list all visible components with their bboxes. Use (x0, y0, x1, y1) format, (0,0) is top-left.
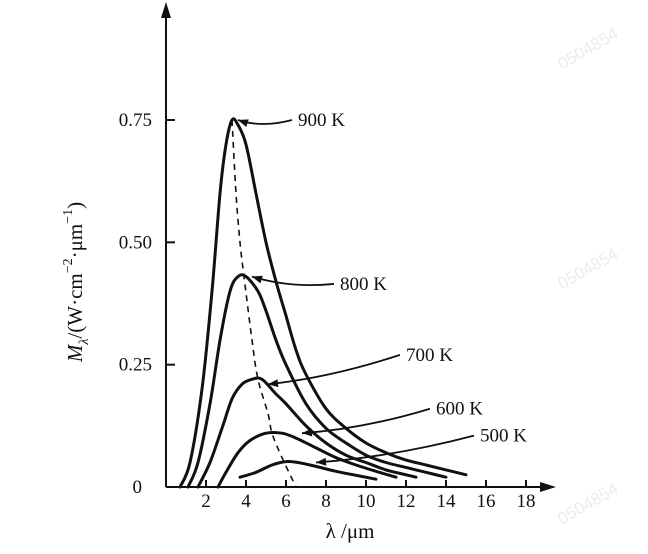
x-tick-label: 6 (281, 491, 291, 512)
y-axis-label-mid: ·μm (63, 224, 87, 259)
x-tick-label: 18 (517, 491, 536, 512)
y-ticks: 0.25 0.50 0.75 (119, 110, 175, 376)
x-tick-label: 10 (357, 491, 376, 512)
x-tick-label: 12 (397, 491, 416, 512)
y-tick-label: 0.50 (119, 232, 152, 253)
label-arrowhead-icon (252, 275, 263, 284)
y-tick-label: 0.75 (119, 110, 152, 131)
curve-500k (238, 459, 378, 481)
curve-700k (196, 376, 418, 489)
y-axis-arrow-icon (161, 2, 171, 18)
curve-label-800k: 800 K (340, 274, 387, 295)
label-arrow-line (315, 434, 475, 464)
y-axis-label-rest: /(W·cm (63, 273, 87, 338)
x-tick-label: 16 (477, 491, 496, 512)
label-arrowhead-icon (238, 119, 249, 127)
axes (161, 2, 556, 492)
x-axis-label-text: λ /μm (326, 519, 375, 543)
curve-label-500k: 500 K (480, 426, 527, 447)
svg-text:Mλ/(W·cm−2·μm−1): Mλ/(W·cm−2·μm−1) (61, 202, 92, 363)
curve-labels: 900 K 800 K 700 K 600 K 500 K (237, 110, 527, 466)
label-arrow-line (251, 275, 335, 286)
y-axis-label: Mλ/(W·cm−2·μm−1) (61, 202, 92, 363)
x-tick-label: 14 (437, 491, 457, 512)
x-tick-label: 4 (241, 491, 251, 512)
curve-600k (216, 430, 398, 489)
label-arrowhead-icon (302, 428, 313, 437)
watermark: 0504854 (555, 244, 622, 294)
label-arrowhead-icon (268, 379, 279, 388)
label-arrow-line (301, 407, 431, 435)
curve-label-700k: 700 K (406, 345, 453, 366)
curve-800k (186, 273, 448, 489)
x-axis-label: λ /μm (326, 519, 375, 543)
y-axis-label-exp2: −1 (61, 209, 76, 224)
watermark-group: 0504854 0504854 0504854 (555, 24, 622, 529)
x-ticks: 2 4 6 8 10 12 14 16 18 0 (133, 477, 536, 512)
y-axis-label-end: ) (63, 202, 87, 209)
curve-label-600k: 600 K (436, 399, 483, 420)
origin-tick-label: 0 (133, 477, 143, 498)
x-axis-arrow-icon (540, 482, 556, 492)
y-tick-label: 0.25 (119, 355, 152, 376)
y-axis-label-exp1: −2 (61, 258, 76, 273)
x-tick-label: 8 (321, 491, 331, 512)
curve-label-900k: 900 K (298, 110, 345, 131)
label-arrow-line (267, 354, 401, 386)
label-arrowhead-icon (316, 457, 327, 466)
y-axis-label-main: M (63, 343, 87, 363)
watermark: 0504854 (555, 24, 622, 74)
watermark: 0504854 (555, 479, 622, 529)
y-axis-label-sub: λ (77, 339, 92, 346)
x-tick-label: 2 (201, 491, 211, 512)
